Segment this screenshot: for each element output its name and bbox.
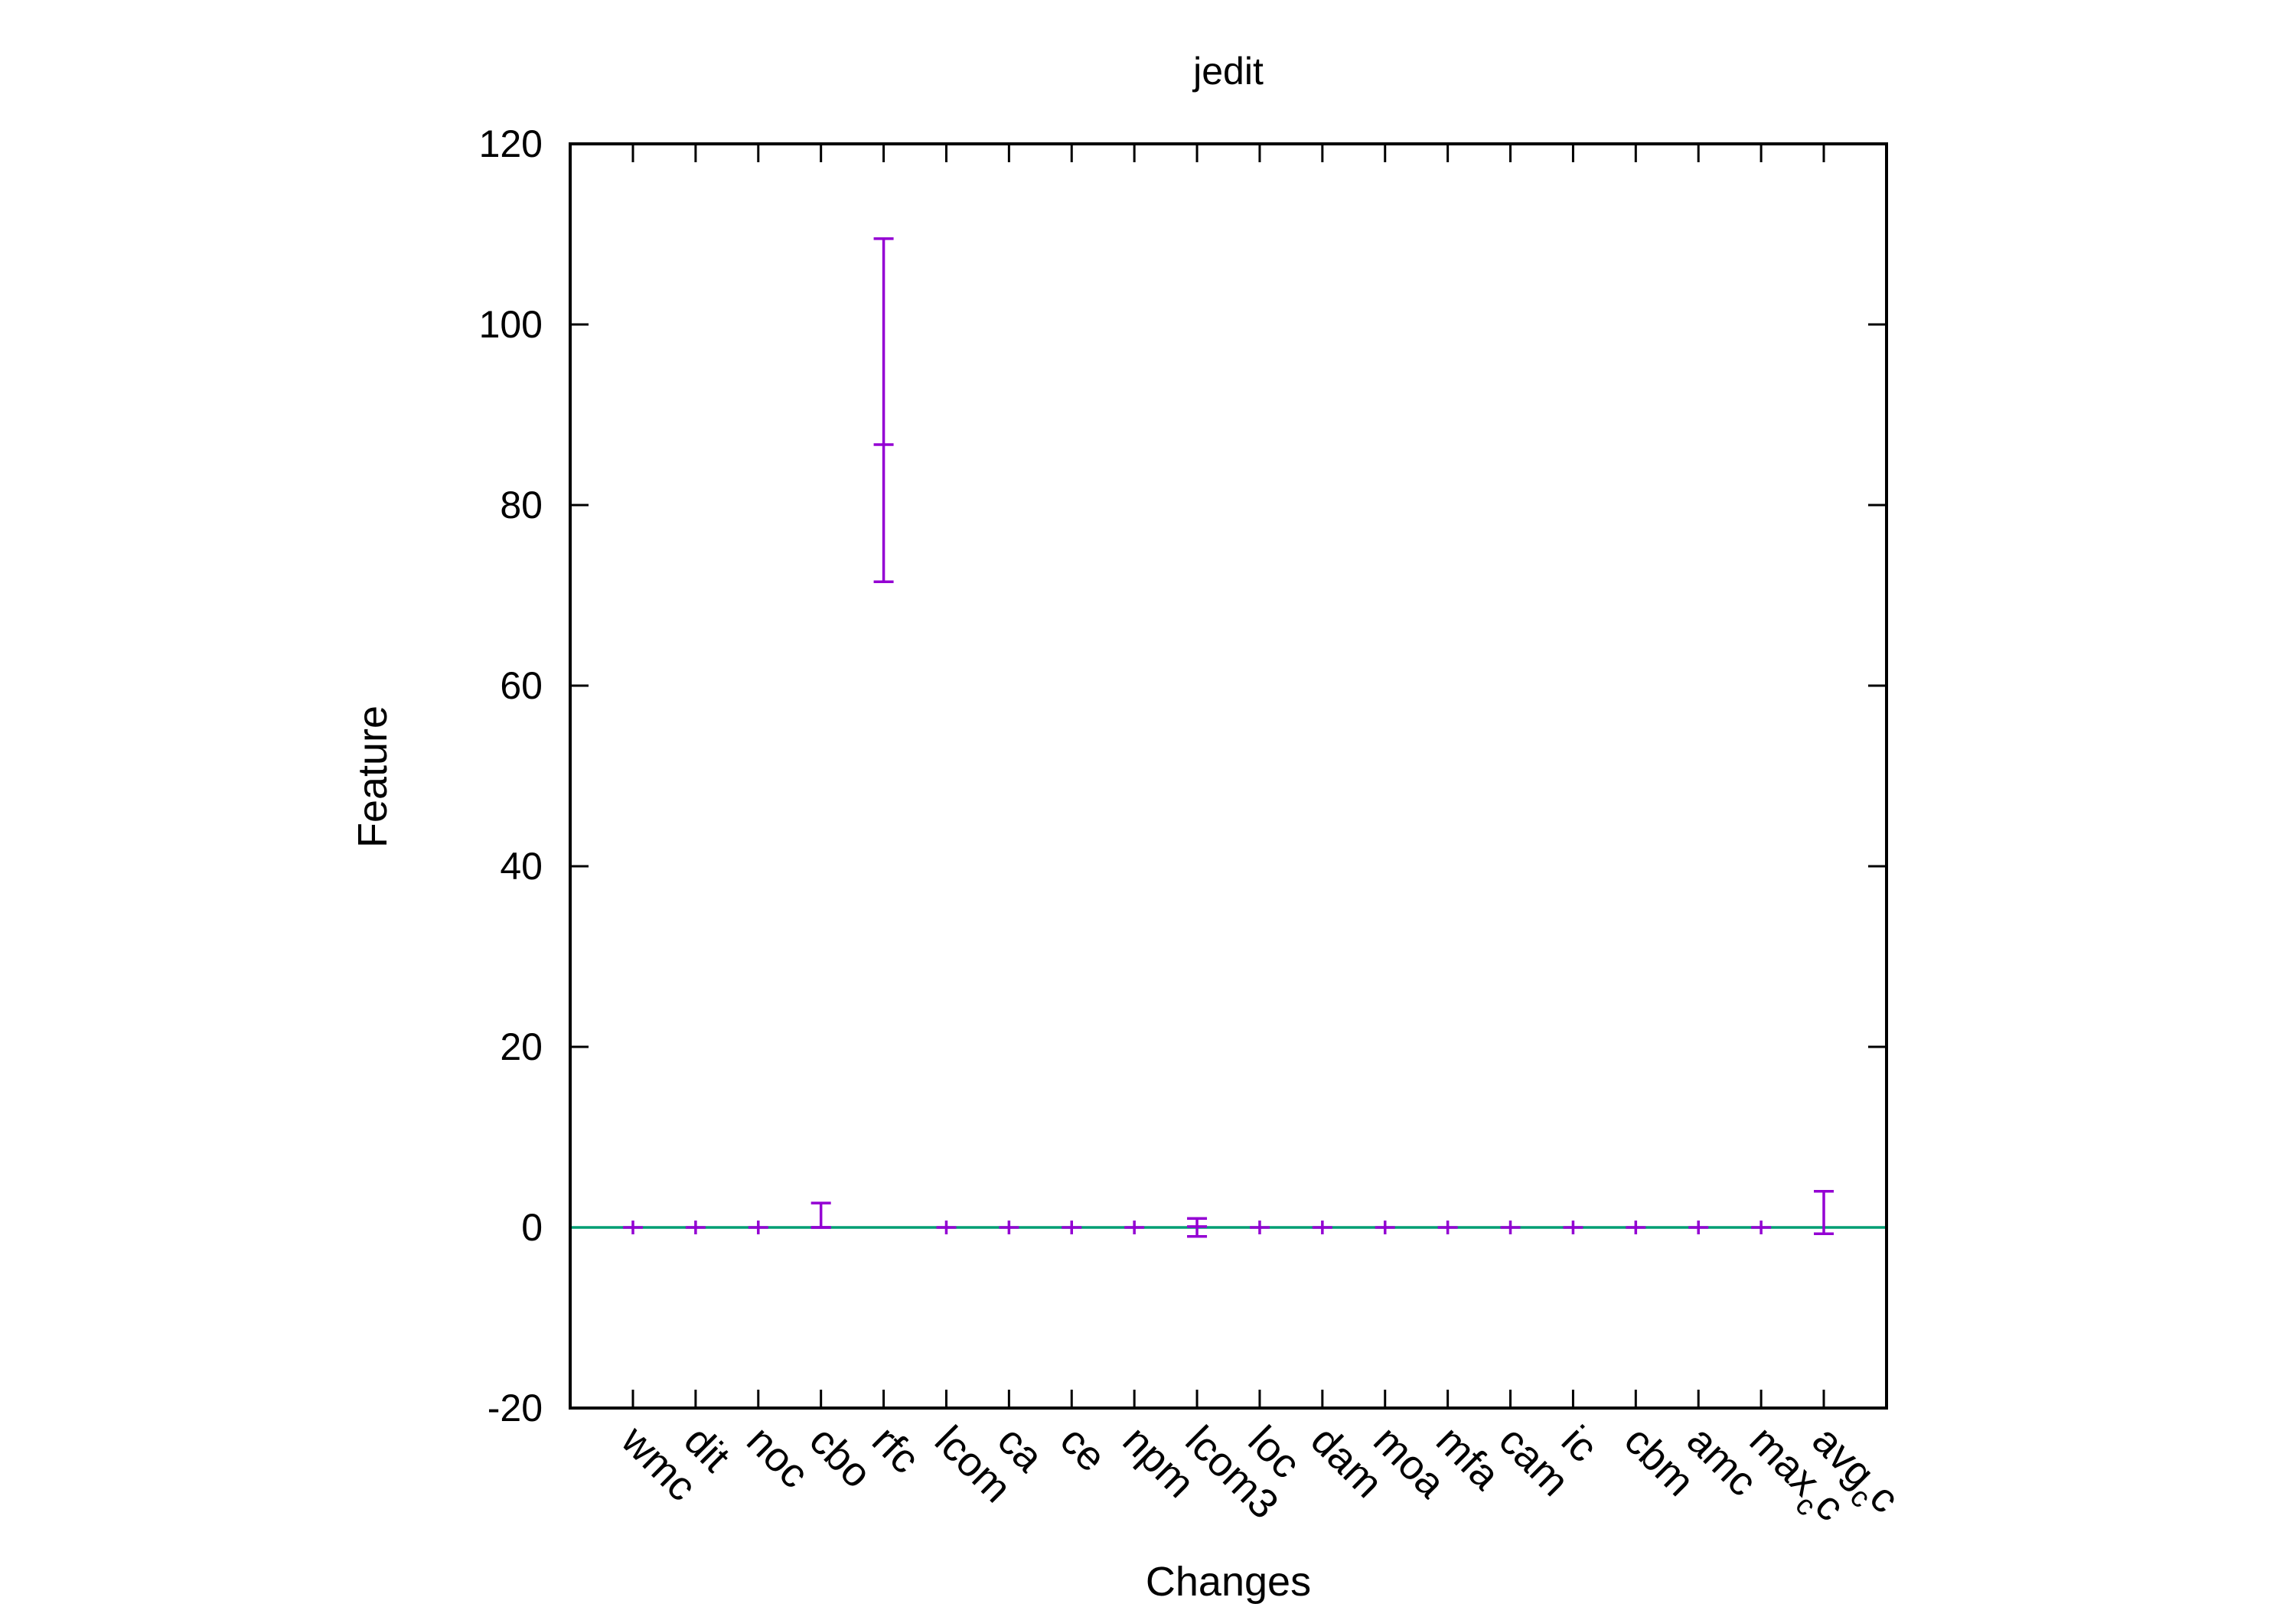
error-bar-wmc xyxy=(623,1221,643,1234)
error-bar-rfc xyxy=(873,237,894,584)
error-bar-lcom3 xyxy=(1187,1217,1208,1238)
y-tick-label: 0 xyxy=(521,1206,543,1249)
series-layer xyxy=(623,237,1834,1238)
error-bar-mfa xyxy=(1437,1221,1458,1234)
error-bar-amc xyxy=(1688,1221,1709,1234)
x-tick-label: rfc xyxy=(863,1417,928,1482)
error-bar-avg_cc xyxy=(1814,1190,1834,1236)
error-bar-cbm xyxy=(1626,1221,1646,1234)
error-bar-cam xyxy=(1500,1221,1521,1234)
y-tick-label: 80 xyxy=(500,484,543,526)
error-bar-ic xyxy=(1563,1221,1583,1234)
y-tick-label: 40 xyxy=(500,845,543,888)
y-axis: -20 0 20 40 60 80 100 120 xyxy=(479,122,1887,1429)
error-bar-ce xyxy=(1062,1221,1082,1234)
error-bar-dit xyxy=(685,1221,706,1234)
error-bar-loc xyxy=(1249,1221,1270,1234)
x-axis-label: Changes xyxy=(1146,1559,1311,1605)
error-bar-dam xyxy=(1312,1221,1332,1234)
plot-frame xyxy=(569,142,1888,1410)
y-tick-label: 60 xyxy=(500,664,543,707)
x-tick-label-base: cbo xyxy=(801,1417,880,1497)
y-tick-label: 100 xyxy=(479,303,543,346)
y-tick-label: 20 xyxy=(500,1025,543,1068)
error-bar-npm xyxy=(1124,1221,1145,1234)
x-tick-label-base: noc xyxy=(738,1417,817,1497)
error-bar-ca xyxy=(999,1221,1019,1234)
error-bar-lcom xyxy=(936,1221,957,1234)
error-bar-moa xyxy=(1375,1221,1395,1234)
x-tick-label: ce xyxy=(1052,1417,1115,1481)
x-tick-label-base: rfc xyxy=(863,1417,928,1482)
y-tick-label: 120 xyxy=(479,122,543,165)
chart-title: jedit xyxy=(1192,50,1264,93)
error-bar-noc xyxy=(748,1221,768,1234)
x-tick-label: noc xyxy=(738,1417,817,1497)
y-tick-label: -20 xyxy=(488,1387,543,1429)
error-bar-max_cc xyxy=(1751,1221,1772,1234)
error-bar-cbo xyxy=(810,1201,831,1229)
x-tick-label: cbo xyxy=(801,1417,880,1497)
x-tick-label-base: ce xyxy=(1052,1417,1115,1481)
y-axis-label: Feature xyxy=(350,706,396,848)
